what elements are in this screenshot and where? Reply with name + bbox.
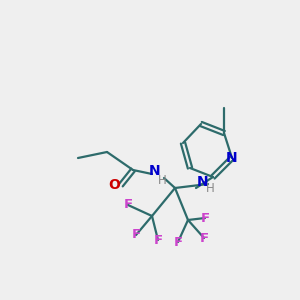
Text: N: N [226,151,238,165]
Text: N: N [149,164,161,178]
Text: N: N [197,175,209,189]
Text: F: F [200,232,208,244]
Text: F: F [123,199,133,212]
Text: H: H [158,173,166,187]
Text: F: F [131,229,141,242]
Text: F: F [200,212,210,224]
Text: F: F [173,236,183,248]
Text: H: H [206,182,214,196]
Text: F: F [153,233,163,247]
Text: O: O [108,178,120,192]
